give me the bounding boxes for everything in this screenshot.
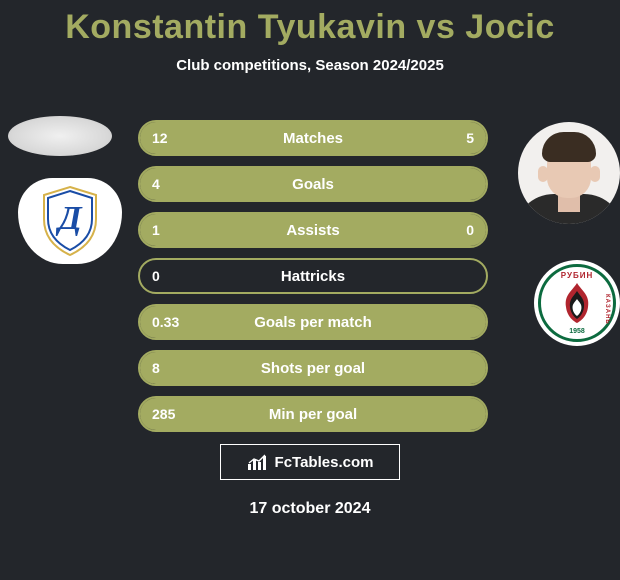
stat-row: 4Goals <box>138 166 488 202</box>
stat-row: 10Assists <box>138 212 488 248</box>
bars-icon <box>247 453 269 471</box>
page-title: Konstantin Tyukavin vs Jocic <box>0 0 620 47</box>
stat-row: 0Hattricks <box>138 258 488 294</box>
watermark: FcTables.com <box>220 444 400 480</box>
stat-label: Goals per match <box>140 306 486 338</box>
stat-row: 0.33Goals per match <box>138 304 488 340</box>
stats-container: 125Matches 4Goals 10Assists 0Hattricks 0.33G… <box>138 120 488 442</box>
club-right-badge: РУБИН КАЗАНЬ 1958 <box>534 260 620 346</box>
stat-label: Hattricks <box>140 260 486 292</box>
stat-label: Matches <box>140 122 486 154</box>
player-left-photo <box>8 116 112 156</box>
stat-row: 285Min per goal <box>138 396 488 432</box>
watermark-text: FcTables.com <box>275 454 374 471</box>
stat-label: Min per goal <box>140 398 486 430</box>
stat-label: Shots per goal <box>140 352 486 384</box>
player-right-photo <box>518 122 620 224</box>
club-right-top-text: РУБИН <box>534 271 620 280</box>
stat-row: 8Shots per goal <box>138 350 488 386</box>
subtitle: Club competitions, Season 2024/2025 <box>0 57 620 74</box>
date-text: 17 october 2024 <box>0 500 620 518</box>
club-right-side-text: КАЗАНЬ <box>604 294 610 325</box>
club-right-year: 1958 <box>534 328 620 335</box>
stat-label: Goals <box>140 168 486 200</box>
stat-row: 125Matches <box>138 120 488 156</box>
shield-icon: Д <box>38 185 102 257</box>
stat-label: Assists <box>140 214 486 246</box>
club-left-letter: Д <box>55 200 83 237</box>
club-left-badge: Д <box>18 178 122 264</box>
